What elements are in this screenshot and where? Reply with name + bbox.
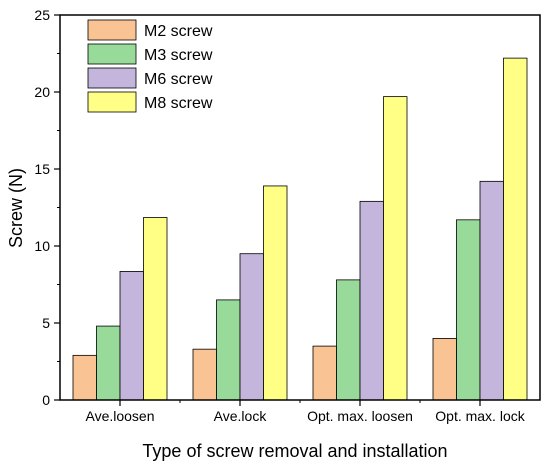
bars-layer <box>72 57 528 401</box>
bar-m2-screw-1 <box>192 348 217 401</box>
bar-m2-screw-2 <box>312 345 337 401</box>
legend-swatch-m8-screw <box>87 91 137 113</box>
bar-m6-screw-0 <box>119 271 144 401</box>
y-tick-label: 5 <box>42 315 50 331</box>
legend-label: M3 screw <box>144 47 213 64</box>
bar-m3-screw-2 <box>336 279 361 401</box>
legend-label: M8 screw <box>144 95 213 112</box>
y-tick-label: 15 <box>34 161 50 177</box>
x-category-label: Opt. max. lock <box>435 408 525 424</box>
y-tick-label: 25 <box>34 7 50 23</box>
legend-swatch-m3-screw <box>87 43 137 65</box>
legend-label: M2 screw <box>144 23 213 40</box>
bar-m8-screw-3 <box>503 57 528 401</box>
x-axis-title: Type of screw removal and installation <box>142 441 447 461</box>
x-category-label: Opt. max. loosen <box>307 408 413 424</box>
legend: M2 screw M3 screw M6 screw M8 screw <box>87 19 213 113</box>
ticks-layer: 0 5 10 15 20 25 Ave.loosen Ave.lock Opt. max. lo… <box>34 7 525 424</box>
legend-swatch-m6-screw <box>87 67 137 89</box>
bar-m6-screw-1 <box>239 253 264 401</box>
bar-m2-screw-0 <box>72 354 97 401</box>
bar-m2-screw-3 <box>432 337 457 401</box>
y-tick-label: 10 <box>34 238 50 254</box>
bar-m6-screw-3 <box>479 180 504 401</box>
bar-m8-screw-2 <box>383 96 408 401</box>
legend-swatch-m2-screw <box>87 19 137 41</box>
bar-m3-screw-3 <box>456 219 481 401</box>
y-axis-title: Screw (N) <box>6 168 26 248</box>
y-tick-label: 20 <box>34 84 50 100</box>
legend-label: M6 screw <box>144 71 213 88</box>
x-category-label: Ave.loosen <box>85 408 154 424</box>
bar-m6-screw-2 <box>359 200 384 401</box>
bar-m3-screw-0 <box>96 325 121 401</box>
bar-m3-screw-1 <box>216 299 241 401</box>
bar-m8-screw-0 <box>143 217 168 401</box>
bar-m8-screw-1 <box>263 185 288 401</box>
y-tick-label: 0 <box>42 392 50 408</box>
x-category-label: Ave.lock <box>214 408 268 424</box>
